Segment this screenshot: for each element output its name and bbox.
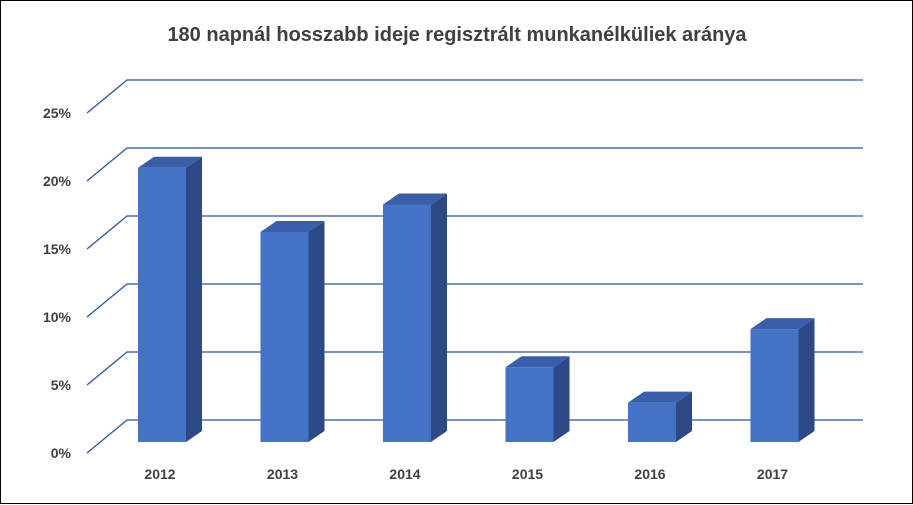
x-tick-label: 2014	[389, 466, 420, 482]
bar-side	[308, 221, 325, 442]
bar	[138, 156, 202, 442]
bar-top	[383, 193, 447, 205]
bar-side	[798, 318, 815, 442]
gridline	[86, 351, 863, 386]
bar	[505, 356, 570, 442]
y-tick-label: 0%	[51, 445, 72, 461]
bar-side	[676, 391, 692, 442]
bars	[138, 156, 815, 442]
bar	[628, 391, 692, 442]
bar-front	[750, 329, 799, 442]
chart-title: 180 napnál hosszabb ideje regisztrált mu…	[167, 24, 747, 46]
x-tick-label: 2013	[267, 466, 298, 482]
gridline	[86, 283, 863, 318]
x-tick-label: 2012	[144, 466, 175, 482]
bar-top	[138, 156, 202, 168]
bar-front	[505, 367, 554, 442]
bar-front	[260, 232, 309, 442]
bar	[260, 221, 325, 442]
gridlines	[86, 79, 863, 454]
gridline	[86, 419, 863, 454]
bar-top	[750, 318, 815, 330]
x-tick-label: 2016	[634, 466, 665, 482]
bar-top	[260, 221, 325, 233]
y-axis-ticks: 0% 5% 10% 15% 20% 25%	[43, 105, 72, 461]
gridline	[86, 147, 863, 182]
x-tick-label: 2015	[512, 466, 543, 482]
y-tick-label: 5%	[51, 377, 72, 393]
bar-front	[138, 167, 186, 442]
bar	[750, 318, 815, 442]
x-tick-label: 2017	[757, 466, 788, 482]
bar-top	[628, 391, 692, 403]
y-tick-label: 10%	[43, 309, 72, 325]
bar-top	[505, 356, 570, 368]
bar-side	[431, 193, 447, 442]
y-tick-label: 15%	[43, 241, 72, 257]
bar-side	[553, 356, 570, 442]
bar-side	[186, 156, 202, 442]
bar-front	[628, 402, 676, 442]
gridline	[86, 79, 863, 114]
bar	[383, 193, 447, 442]
y-tick-label: 25%	[43, 105, 72, 121]
y-tick-label: 20%	[43, 173, 72, 189]
gridline	[86, 215, 863, 250]
x-axis-ticks: 2012 2013 2014 2015 2016 2017	[144, 466, 788, 482]
bar-front	[383, 204, 431, 442]
